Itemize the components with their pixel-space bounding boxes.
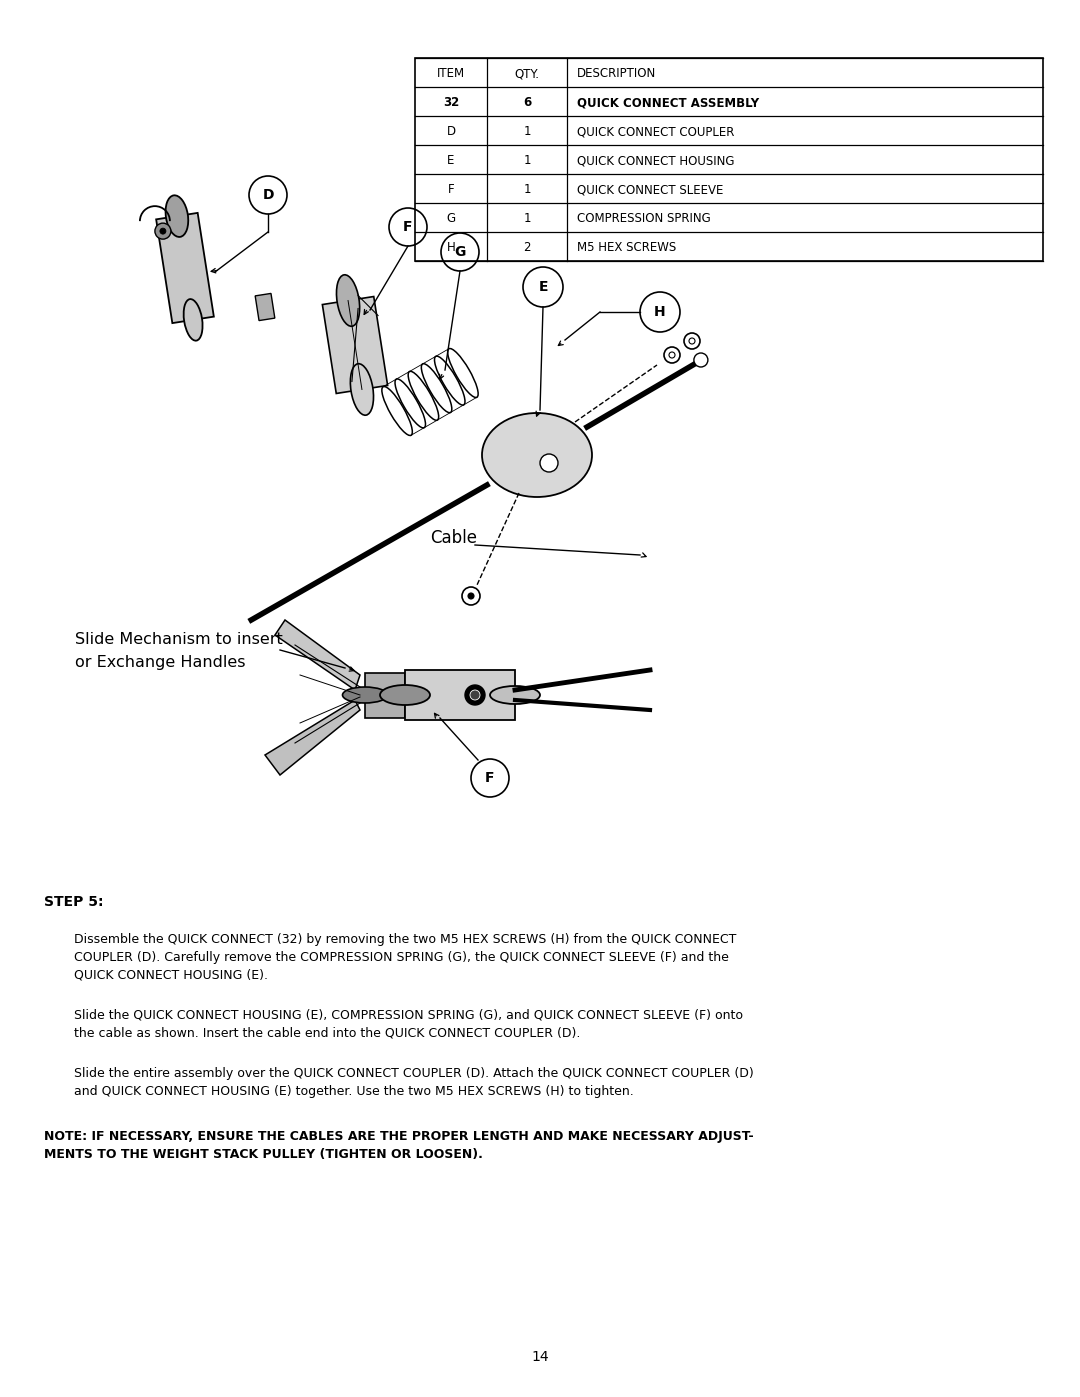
Circle shape — [689, 338, 696, 344]
Text: F: F — [485, 771, 495, 785]
Text: E: E — [447, 155, 455, 168]
Circle shape — [465, 685, 485, 705]
Ellipse shape — [490, 686, 540, 704]
Text: D: D — [446, 126, 456, 138]
Text: and QUICK CONNECT HOUSING (E) together. Use the two M5 HEX SCREWS (H) to tighten: and QUICK CONNECT HOUSING (E) together. … — [75, 1085, 634, 1098]
Text: G: G — [455, 244, 465, 258]
Text: STEP 5:: STEP 5: — [44, 895, 104, 909]
Text: COMPRESSION SPRING: COMPRESSION SPRING — [577, 212, 711, 225]
Text: 1: 1 — [523, 183, 530, 197]
Bar — [415, 59, 1043, 261]
Text: NOTE: IF NECESSARY, ENSURE THE CABLES ARE THE PROPER LENGTH AND MAKE NECESSARY A: NOTE: IF NECESSARY, ENSURE THE CABLES AR… — [44, 1130, 754, 1143]
Ellipse shape — [184, 299, 203, 341]
Text: Cable: Cable — [430, 529, 477, 548]
Text: G: G — [446, 212, 456, 225]
Ellipse shape — [350, 363, 374, 415]
Ellipse shape — [380, 685, 430, 705]
Circle shape — [468, 592, 474, 599]
Polygon shape — [275, 620, 360, 690]
Text: QUICK CONNECT ASSEMBLY: QUICK CONNECT ASSEMBLY — [577, 96, 759, 109]
Polygon shape — [265, 700, 360, 775]
Text: 1: 1 — [523, 155, 530, 168]
Text: 32: 32 — [443, 96, 459, 109]
Ellipse shape — [337, 275, 360, 327]
Text: F: F — [403, 219, 413, 235]
Text: 6: 6 — [523, 96, 531, 109]
Text: H: H — [654, 305, 665, 319]
Circle shape — [160, 228, 166, 235]
Polygon shape — [157, 212, 214, 323]
Circle shape — [540, 454, 558, 472]
Circle shape — [462, 587, 480, 605]
Polygon shape — [322, 296, 388, 394]
Circle shape — [470, 690, 480, 700]
Polygon shape — [405, 671, 515, 719]
Ellipse shape — [342, 687, 388, 703]
Text: DESCRIPTION: DESCRIPTION — [577, 67, 657, 81]
Text: QTY.: QTY. — [514, 67, 540, 81]
Text: E: E — [538, 279, 548, 293]
Polygon shape — [255, 293, 274, 320]
Text: M5 HEX SCREWS: M5 HEX SCREWS — [577, 242, 676, 254]
Text: Slide the entire assembly over the QUICK CONNECT COUPLER (D). Attach the QUICK C: Slide the entire assembly over the QUICK… — [75, 1067, 754, 1080]
Text: D: D — [262, 189, 273, 203]
Ellipse shape — [165, 196, 188, 237]
Text: QUICK CONNECT SLEEVE: QUICK CONNECT SLEEVE — [577, 183, 724, 197]
Text: QUICK CONNECT HOUSING (E).: QUICK CONNECT HOUSING (E). — [75, 970, 268, 982]
Text: 1: 1 — [523, 212, 530, 225]
Circle shape — [664, 346, 680, 363]
Text: Slide Mechanism to insert: Slide Mechanism to insert — [75, 633, 283, 647]
Text: 1: 1 — [523, 126, 530, 138]
Ellipse shape — [482, 414, 592, 497]
Text: Slide the QUICK CONNECT HOUSING (E), COMPRESSION SPRING (G), and QUICK CONNECT S: Slide the QUICK CONNECT HOUSING (E), COM… — [75, 1009, 743, 1023]
Text: the cable as shown. Insert the cable end into the QUICK CONNECT COUPLER (D).: the cable as shown. Insert the cable end… — [75, 1027, 580, 1039]
Text: ITEM: ITEM — [437, 67, 465, 81]
Text: QUICK CONNECT HOUSING: QUICK CONNECT HOUSING — [577, 155, 734, 168]
Text: QUICK CONNECT COUPLER: QUICK CONNECT COUPLER — [577, 126, 734, 138]
Text: Dissemble the QUICK CONNECT (32) by removing the two M5 HEX SCREWS (H) from the : Dissemble the QUICK CONNECT (32) by remo… — [75, 933, 737, 946]
Text: MENTS TO THE WEIGHT STACK PULLEY (TIGHTEN OR LOOSEN).: MENTS TO THE WEIGHT STACK PULLEY (TIGHTE… — [44, 1148, 483, 1161]
Text: 14: 14 — [531, 1350, 549, 1363]
Circle shape — [669, 352, 675, 358]
Text: 2: 2 — [523, 242, 530, 254]
Text: H: H — [447, 242, 456, 254]
Text: or Exchange Handles: or Exchange Handles — [75, 655, 245, 671]
Circle shape — [693, 353, 707, 367]
Text: COUPLER (D). Carefully remove the COMPRESSION SPRING (G), the QUICK CONNECT SLEE: COUPLER (D). Carefully remove the COMPRE… — [75, 951, 729, 964]
Circle shape — [154, 224, 171, 239]
Polygon shape — [365, 672, 405, 718]
Text: F: F — [448, 183, 455, 197]
Circle shape — [684, 332, 700, 349]
